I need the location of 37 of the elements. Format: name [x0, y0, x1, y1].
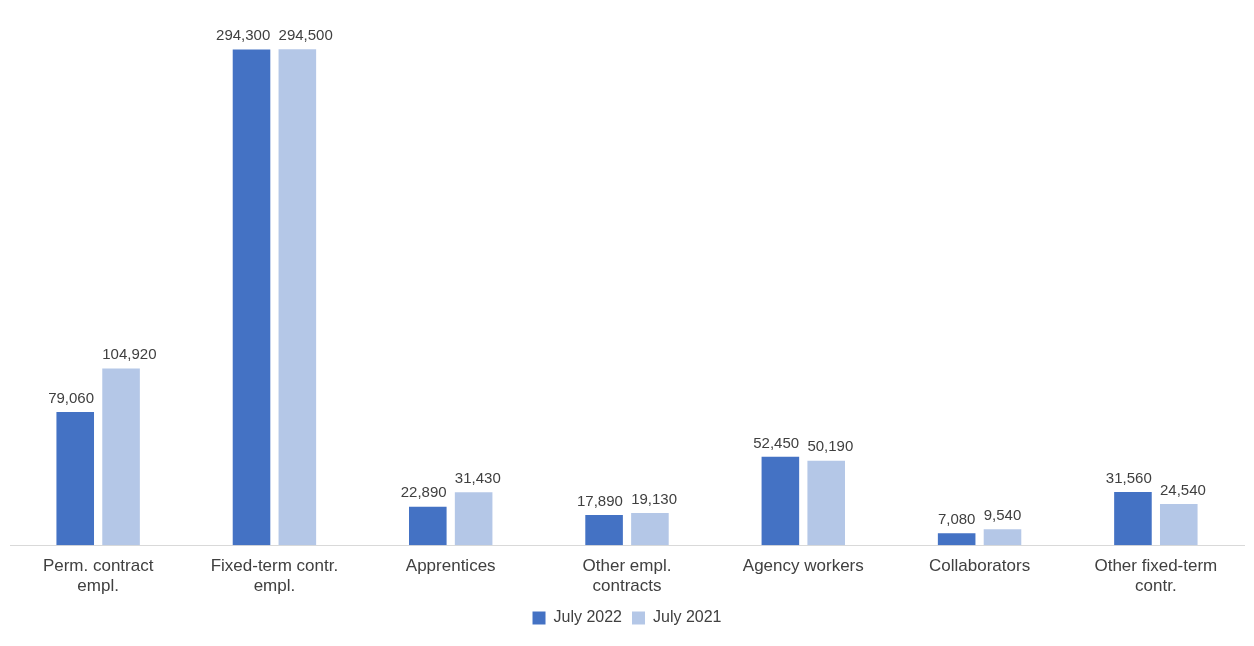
data-label: 22,890 — [400, 483, 447, 501]
x-tick-label: Collaborators — [929, 556, 1031, 576]
bar — [1114, 492, 1152, 546]
x-tick-label: Perm. contract empl. — [42, 556, 154, 596]
bar — [409, 506, 447, 546]
data-label: 7,080 — [937, 509, 976, 527]
bar — [761, 456, 800, 546]
bar — [807, 460, 845, 546]
x-tick-label: Apprentices — [405, 556, 496, 576]
data-label: 50,190 — [807, 437, 854, 455]
bar — [585, 515, 623, 546]
data-label: 24,540 — [1159, 480, 1206, 498]
bar — [937, 533, 976, 546]
bar — [102, 368, 140, 546]
legend-label: July 2022 — [553, 608, 623, 626]
bar — [983, 529, 1022, 546]
data-label: 52,450 — [753, 433, 800, 451]
data-label: 9,540 — [983, 505, 1022, 523]
legend-label: July 2021 — [653, 608, 722, 626]
bar — [232, 49, 271, 546]
x-tick-label: Other fixed-term contr. — [1094, 556, 1218, 596]
x-tick-label: Other empl. contracts — [582, 556, 672, 596]
data-label: 294,300 — [216, 26, 271, 44]
bar — [454, 492, 493, 546]
bar — [1159, 503, 1198, 546]
data-label: 79,060 — [48, 388, 95, 406]
data-label: 31,560 — [1105, 468, 1152, 486]
data-label: 31,430 — [454, 468, 501, 486]
data-label: 17,890 — [576, 491, 623, 509]
bar — [631, 512, 669, 546]
bar — [278, 49, 317, 546]
x-tick-label: Agency workers — [742, 556, 864, 576]
data-label: 104,920 — [102, 345, 157, 363]
data-label: 294,500 — [278, 25, 333, 43]
bar — [56, 412, 95, 546]
data-label: 19,130 — [631, 489, 678, 507]
x-tick-label: Fixed-term contr. empl. — [210, 556, 339, 596]
